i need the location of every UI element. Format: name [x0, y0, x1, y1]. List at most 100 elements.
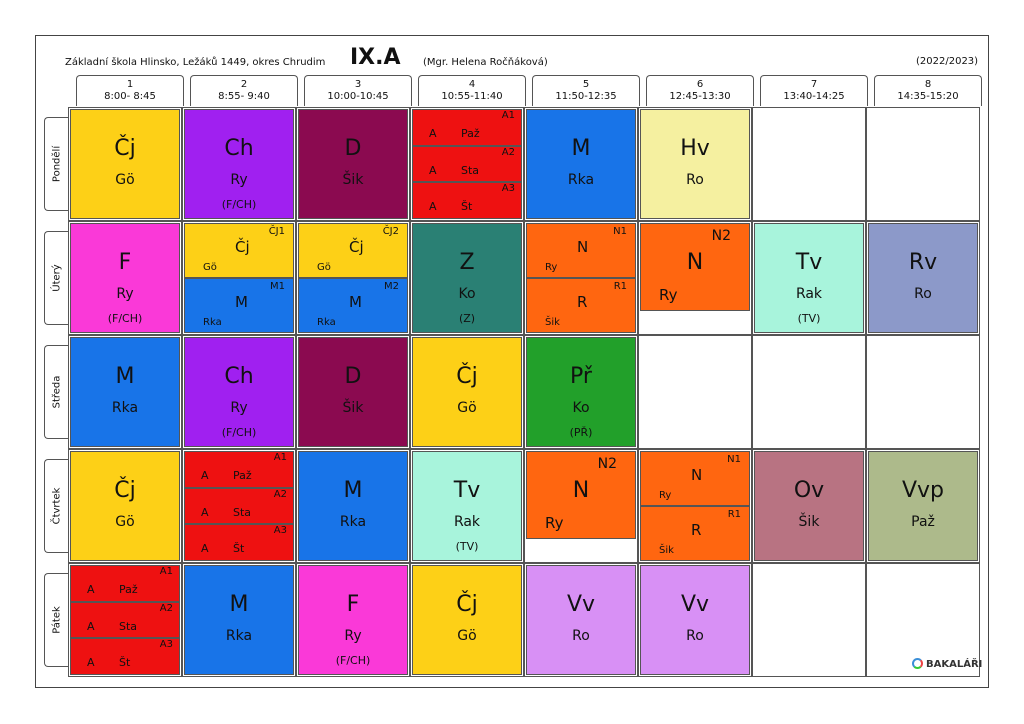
lesson-card[interactable]: Hv Ro	[640, 109, 750, 219]
period-header: 2 8:55- 9:40	[190, 75, 298, 106]
lesson-card[interactable]: N2 N Ry	[640, 223, 750, 311]
lesson-group: A3	[273, 525, 287, 537]
lesson-subject: A	[87, 656, 95, 670]
lesson-card[interactable]: Vv Ro	[526, 565, 636, 675]
lesson-card[interactable]: Tv Rak (TV)	[754, 223, 864, 333]
lesson-subject: A	[429, 163, 437, 177]
lesson-card-half[interactable]: N1 N Ry	[640, 451, 750, 506]
timetable-cell	[182, 563, 296, 677]
lesson-card[interactable]: M Rka	[298, 451, 408, 561]
lesson-card-half[interactable]: ČJ1 Čj Gö	[184, 223, 294, 278]
class-teacher: (Mgr. Helena Ročňáková)	[423, 57, 548, 68]
day-label: Pondělí	[44, 117, 68, 211]
lesson-card[interactable]: Ch Ry (F/CH)	[184, 109, 294, 219]
period-time: 13:40-14:25	[783, 91, 845, 102]
lesson-card[interactable]: Př Ko (PŘ)	[526, 337, 636, 447]
lesson-card-third[interactable]: A1 A Paž	[184, 451, 294, 488]
lesson-subject: Hv	[680, 136, 710, 161]
lesson-card[interactable]: N2 N Ry	[526, 451, 636, 539]
lesson-card[interactable]: Vv Ro	[640, 565, 750, 675]
lesson-card-half[interactable]: N1 N Ry	[526, 223, 636, 278]
lesson-card[interactable]: Čj Gö	[412, 565, 522, 675]
lesson-card-half[interactable]: M2 M Rka	[298, 278, 408, 333]
lesson-teacher: Šik	[342, 172, 364, 188]
lesson-teacher: Rak	[453, 514, 481, 530]
period-number: 8	[924, 79, 932, 90]
lesson-card-third[interactable]: A2 A Sta	[184, 487, 294, 525]
timetable-cell	[68, 107, 182, 221]
lesson-card-half[interactable]: R1 R Šik	[526, 278, 636, 333]
timetable-cell	[524, 335, 638, 449]
lesson-card-third[interactable]: A1 A Paž	[412, 109, 522, 146]
lesson-subject: M	[343, 478, 363, 503]
lesson-group: N2	[597, 456, 617, 472]
lesson-card[interactable]: Čj Gö	[70, 109, 180, 219]
lesson-card-half[interactable]: ČJ2 Čj Gö	[298, 223, 408, 278]
timetable-cell	[752, 563, 866, 677]
lesson-subject: N	[686, 250, 704, 275]
lesson-subject: Čj	[114, 478, 136, 503]
lesson-subject: D	[344, 136, 362, 161]
lesson-card[interactable]: Čj Gö	[70, 451, 180, 561]
day-name: Středa	[51, 375, 62, 409]
lesson-teacher: Ko	[458, 286, 476, 302]
lesson-card[interactable]: Čj Gö	[412, 337, 522, 447]
lesson-teacher: Ro	[686, 172, 704, 188]
lesson-subject: Př	[570, 364, 592, 389]
lesson-group: N2	[711, 228, 731, 244]
timetable-cell	[296, 449, 410, 563]
bakalari-logo-text: BAKALÁŘI	[926, 659, 983, 670]
period-number: 6	[696, 79, 704, 90]
lesson-subject: Ov	[793, 478, 825, 503]
timetable-cell	[296, 221, 410, 335]
period-time: 12:45-13:30	[669, 91, 731, 102]
lesson-card[interactable]: D Šik	[298, 337, 408, 447]
timetable-cell	[410, 563, 524, 677]
lesson-card-third[interactable]: A3 A Št	[184, 524, 294, 561]
lesson-card[interactable]: M Rka	[184, 565, 294, 675]
lesson-card[interactable]: M Rka	[70, 337, 180, 447]
period-time: 8:55- 9:40	[218, 91, 270, 102]
lesson-subject: F	[118, 250, 132, 275]
timetable-cell	[866, 563, 980, 677]
timetable-cell	[866, 107, 980, 221]
lesson-subject: A	[201, 505, 209, 519]
lesson-subject: A	[201, 542, 209, 556]
lesson-teacher: Ry	[116, 286, 134, 302]
lesson-card-half[interactable]: R1 R Šik	[640, 506, 750, 561]
timetable-cell	[866, 449, 980, 563]
period-time: 14:35-15:20	[897, 91, 959, 102]
lesson-teacher: Paž	[233, 469, 252, 482]
lesson-card[interactable]: Rv Ro	[868, 223, 978, 333]
lesson-card-third[interactable]: A3 A Št	[412, 182, 522, 219]
lesson-card-third[interactable]: A2 A Sta	[412, 145, 522, 183]
lesson-group: R1	[727, 509, 741, 520]
lesson-card[interactable]: D Šik	[298, 109, 408, 219]
lesson-card-third[interactable]: A3 A Št	[70, 638, 180, 675]
lesson-subject: A	[87, 619, 95, 633]
lesson-group-note: (F/CH)	[107, 312, 143, 325]
lesson-teacher: Ry	[659, 490, 672, 501]
lesson-card[interactable]: Ch Ry (F/CH)	[184, 337, 294, 447]
lesson-card[interactable]: Vvp Paž	[868, 451, 978, 561]
lesson-group-note: (TV)	[797, 312, 821, 325]
lesson-card[interactable]: Ov Šik	[754, 451, 864, 561]
lesson-card[interactable]: Tv Rak (TV)	[412, 451, 522, 561]
lesson-group: A2	[159, 602, 173, 614]
day-name: Úterý	[51, 264, 62, 292]
lesson-card[interactable]: F Ry (F/CH)	[70, 223, 180, 333]
lesson-group: A3	[159, 639, 173, 651]
lesson-card[interactable]: M Rka	[526, 109, 636, 219]
lesson-card-half[interactable]: M1 M Rka	[184, 278, 294, 333]
lesson-card[interactable]: F Ry (F/CH)	[298, 565, 408, 675]
lesson-group-note: (F/CH)	[221, 198, 257, 211]
period-time: 8:00- 8:45	[104, 91, 156, 102]
lesson-teacher: Paž	[911, 514, 935, 530]
lesson-group: M1	[270, 281, 285, 292]
period-time: 10:00-10:45	[327, 91, 389, 102]
lesson-card-third[interactable]: A1 A Paž	[70, 565, 180, 602]
lesson-group: A3	[501, 183, 515, 195]
timetable-cell	[524, 563, 638, 677]
lesson-card-third[interactable]: A2 A Sta	[70, 601, 180, 639]
lesson-card[interactable]: Z Ko (Z)	[412, 223, 522, 333]
